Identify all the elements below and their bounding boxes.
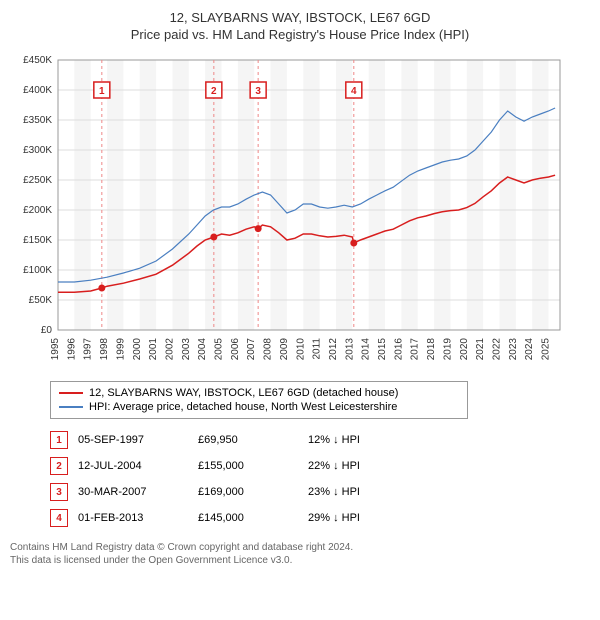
price-chart: £0 £50K £100K £150K £200K £250K £300K £350K £400… (10, 50, 590, 375)
footer-line-1: Contains HM Land Registry data © Crown c… (10, 542, 353, 553)
sale-vs-hpi: 12% ↓ HPI (308, 427, 370, 453)
svg-text:2014: 2014 (361, 338, 372, 361)
legend-row-hpi: HPI: Average price, detached house, Nort… (59, 400, 459, 414)
svg-text:1: 1 (99, 86, 105, 97)
svg-text:2007: 2007 (246, 338, 257, 361)
svg-text:2: 2 (211, 86, 217, 97)
svg-text:1995: 1995 (50, 338, 61, 361)
svg-text:2022: 2022 (491, 338, 502, 361)
footer-line-2: This data is licensed under the Open Gov… (10, 555, 292, 566)
sale-marker: 2 (50, 457, 68, 475)
sale-date: 05-SEP-1997 (78, 427, 198, 453)
svg-text:2004: 2004 (197, 338, 208, 361)
svg-text:2011: 2011 (312, 338, 323, 360)
svg-text:2009: 2009 (279, 338, 290, 361)
sale-row: 1 05-SEP-1997£69,95012% ↓ HPI (50, 427, 370, 453)
svg-text:£150K: £150K (23, 235, 52, 246)
sale-marker: 3 (50, 483, 68, 501)
svg-text:£100K: £100K (23, 265, 52, 276)
page-subtitle: Price paid vs. HM Land Registry's House … (10, 27, 590, 42)
svg-text:£0: £0 (41, 325, 53, 336)
svg-text:4: 4 (351, 86, 357, 97)
svg-text:2015: 2015 (377, 338, 388, 361)
sale-date: 01-FEB-2013 (78, 505, 198, 531)
svg-text:2010: 2010 (295, 338, 306, 361)
sale-marker: 1 (50, 431, 68, 449)
svg-text:2021: 2021 (475, 338, 486, 361)
sale-price: £155,000 (198, 453, 308, 479)
svg-text:1997: 1997 (83, 338, 94, 361)
svg-text:2017: 2017 (410, 338, 421, 361)
svg-text:2001: 2001 (148, 338, 159, 361)
svg-text:1998: 1998 (99, 338, 110, 361)
sale-row: 4 01-FEB-2013£145,00029% ↓ HPI (50, 505, 370, 531)
svg-text:2020: 2020 (459, 338, 470, 361)
svg-text:2018: 2018 (426, 338, 437, 361)
svg-text:3: 3 (255, 86, 261, 97)
svg-text:2019: 2019 (442, 338, 453, 361)
svg-text:2016: 2016 (393, 338, 404, 361)
svg-text:2013: 2013 (344, 338, 355, 361)
sale-vs-hpi: 22% ↓ HPI (308, 453, 370, 479)
svg-text:2024: 2024 (524, 338, 535, 361)
svg-text:2023: 2023 (508, 338, 519, 361)
chart-svg: £0 £50K £100K £150K £200K £250K £300K £350K £400… (10, 50, 570, 370)
svg-text:2006: 2006 (230, 338, 241, 361)
sale-date: 30-MAR-2007 (78, 479, 198, 505)
sale-vs-hpi: 23% ↓ HPI (308, 479, 370, 505)
svg-text:£350K: £350K (23, 115, 52, 126)
svg-text:£200K: £200K (23, 205, 52, 216)
sale-row: 2 12-JUL-2004£155,00022% ↓ HPI (50, 453, 370, 479)
sale-vs-hpi: 29% ↓ HPI (308, 505, 370, 531)
svg-text:2008: 2008 (263, 338, 274, 361)
legend-label: HPI: Average price, detached house, Nort… (89, 401, 397, 413)
svg-text:£50K: £50K (29, 295, 53, 306)
sale-marker: 4 (50, 509, 68, 527)
sale-price: £69,950 (198, 427, 308, 453)
svg-text:2002: 2002 (164, 338, 175, 361)
svg-text:2025: 2025 (541, 338, 552, 361)
svg-text:1996: 1996 (66, 338, 77, 361)
svg-text:2012: 2012 (328, 338, 339, 361)
sale-date: 12-JUL-2004 (78, 453, 198, 479)
legend: 12, SLAYBARNS WAY, IBSTOCK, LE67 6GD (de… (50, 381, 468, 419)
svg-text:1999: 1999 (115, 338, 126, 361)
sale-price: £145,000 (198, 505, 308, 531)
svg-text:£250K: £250K (23, 175, 52, 186)
svg-text:2003: 2003 (181, 338, 192, 361)
legend-row-property: 12, SLAYBARNS WAY, IBSTOCK, LE67 6GD (de… (59, 386, 459, 400)
legend-swatch (59, 406, 83, 408)
svg-text:2005: 2005 (214, 338, 225, 361)
sales-table: 1 05-SEP-1997£69,95012% ↓ HPI 2 12-JUL-2004… (50, 427, 370, 531)
sale-price: £169,000 (198, 479, 308, 505)
page-title: 12, SLAYBARNS WAY, IBSTOCK, LE67 6GD (10, 10, 590, 25)
svg-text:£300K: £300K (23, 145, 52, 156)
footer-attribution: Contains HM Land Registry data © Crown c… (10, 541, 590, 567)
legend-swatch (59, 392, 83, 394)
svg-text:£400K: £400K (23, 85, 52, 96)
legend-label: 12, SLAYBARNS WAY, IBSTOCK, LE67 6GD (de… (89, 387, 398, 399)
svg-text:2000: 2000 (132, 338, 143, 361)
svg-text:£450K: £450K (23, 55, 52, 66)
sale-row: 3 30-MAR-2007£169,00023% ↓ HPI (50, 479, 370, 505)
